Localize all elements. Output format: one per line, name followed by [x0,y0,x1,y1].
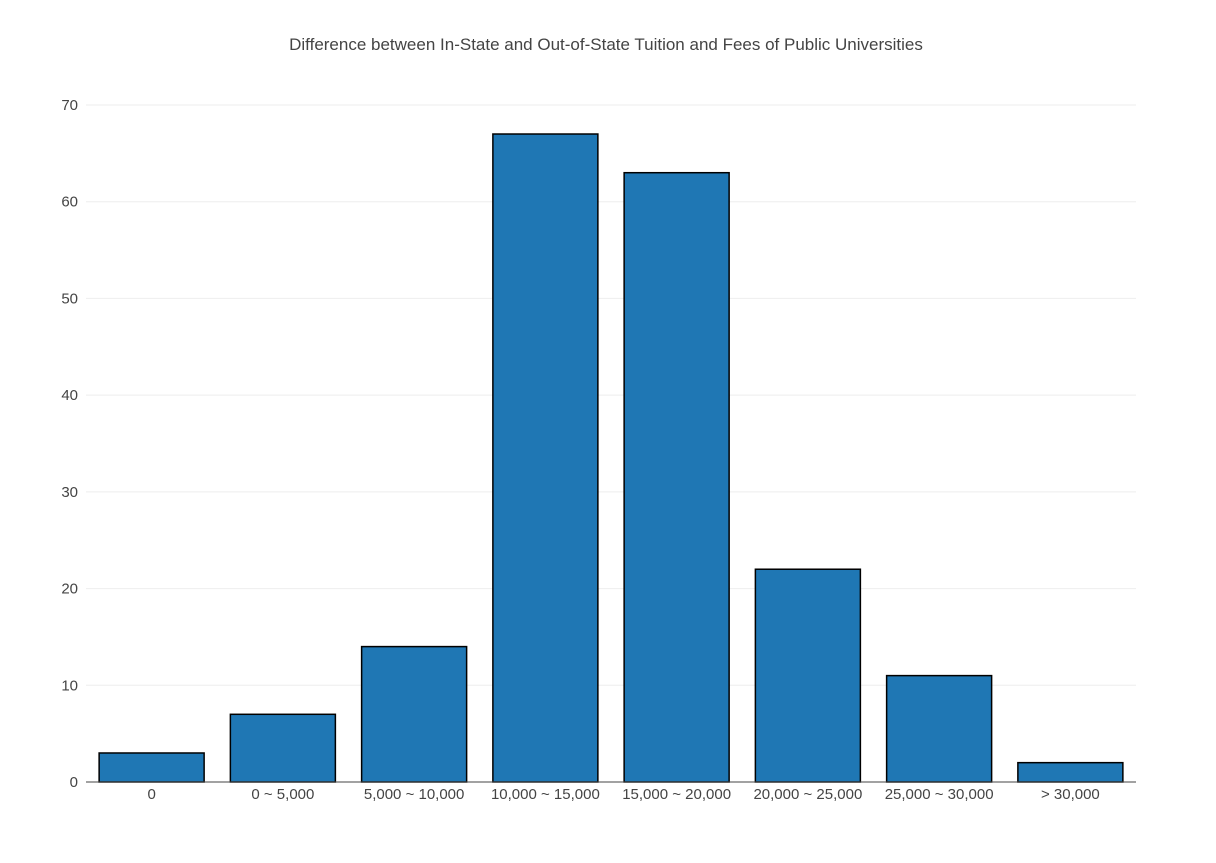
x-tick-label: 10,000 ~ 15,000 [491,786,600,803]
bar [229,713,337,783]
bars [98,133,1124,783]
x-tick-label: 0 ~ 5,000 [251,786,314,803]
y-tick-label: 10 [61,677,78,694]
y-tick-label: 30 [61,484,78,501]
y-tick-label: 50 [61,290,78,307]
x-tick-label: 20,000 ~ 25,000 [753,786,862,803]
bar [754,568,862,783]
x-tick-label: 5,000 ~ 10,000 [364,786,465,803]
bar [360,645,468,783]
bar [885,674,993,783]
bar [492,133,599,783]
gridlines [86,104,1136,686]
y-tick-label: 0 [70,774,78,791]
x-tick-label: 0 [147,786,155,803]
y-axis-ticks: 0 10 20 30 40 50 60 70 [61,97,78,791]
y-tick-label: 60 [61,194,78,211]
bar [623,171,730,783]
x-axis-ticks: 0 0 ~ 5,000 5,000 ~ 10,000 10,000 ~ 15,000 1… [86,781,1136,803]
x-tick-label: 25,000 ~ 30,000 [885,786,994,803]
y-tick-label: 40 [61,387,78,404]
chart-title: Difference between In-State and Out-of-S… [289,35,923,54]
y-tick-label: 70 [61,97,78,114]
bar [1017,761,1124,783]
x-tick-label: > 30,000 [1041,786,1100,803]
bar [98,752,205,783]
x-tick-label: 15,000 ~ 20,000 [622,786,731,803]
y-tick-label: 20 [61,581,78,598]
